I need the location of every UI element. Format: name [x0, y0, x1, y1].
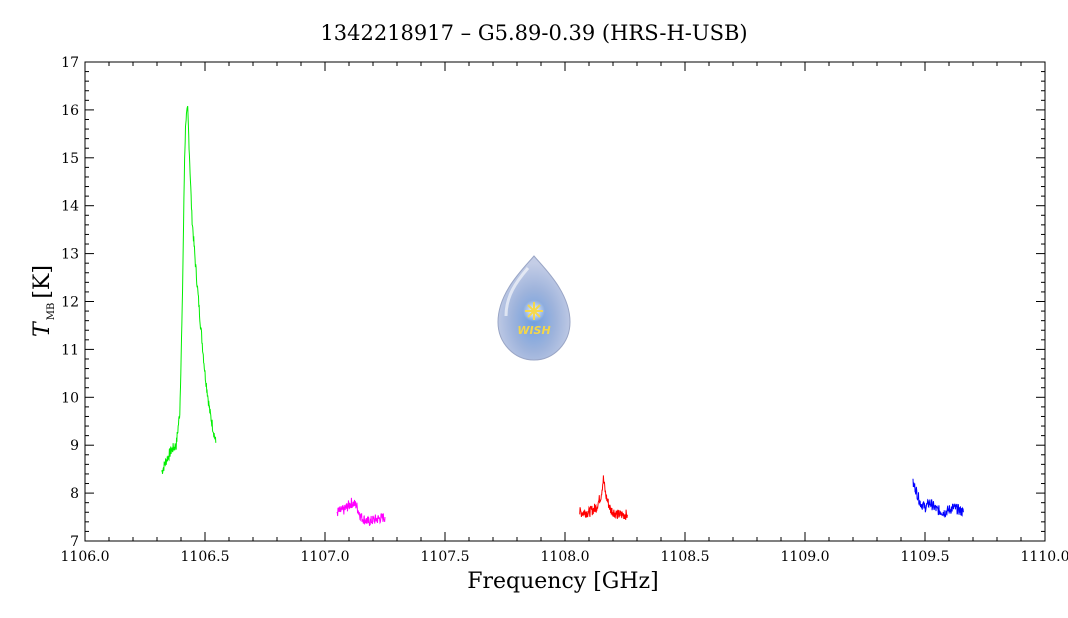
- svg-text:TMB[K]: TMB [K]: [30, 265, 57, 337]
- y-tick-label: 17: [61, 55, 79, 71]
- y-tick-label: 15: [61, 151, 79, 167]
- y-tick-label: 10: [61, 390, 79, 406]
- x-tick-label: 1106.0: [61, 549, 110, 565]
- y-axis-label: TMB [K]: [30, 265, 57, 337]
- y-tick-label: 14: [61, 199, 79, 215]
- series-line-1: [336, 497, 386, 526]
- chart-title: 1342218917 – G5.89-0.39 (HRS-H-USB): [320, 21, 747, 45]
- y-tick-label: 16: [61, 103, 79, 119]
- y-tick-label: 13: [61, 247, 79, 263]
- x-tick-label: 1107.5: [421, 549, 470, 565]
- x-tick-label: 1109.0: [781, 549, 830, 565]
- axis-ticks: [84, 61, 1046, 542]
- y-tick-labels: 7 8 9 10 11 12 13 14 15 16 17: [61, 55, 79, 550]
- series-line-3: [912, 478, 964, 519]
- y-axis-symbol: T: [30, 320, 55, 337]
- y-axis-subscript: MB: [46, 303, 57, 321]
- series-line-2: [579, 475, 628, 520]
- x-tick-label: 1108.0: [541, 549, 590, 565]
- series-line-0: [161, 105, 217, 474]
- x-axis-label: Frequency [GHz]: [467, 569, 659, 594]
- star-icon: [525, 302, 543, 320]
- wish-logo-text: WISH: [517, 324, 550, 337]
- y-axis-unit: [K]: [30, 265, 55, 299]
- x-tick-label: 1108.5: [661, 549, 710, 565]
- y-tick-label: 8: [70, 486, 79, 502]
- series-layer: [161, 105, 964, 526]
- y-tick-label: 9: [70, 438, 79, 454]
- x-tick-label: 1107.0: [301, 549, 350, 565]
- y-tick-label: 12: [61, 295, 79, 311]
- y-tick-label: 11: [61, 342, 79, 358]
- wish-drop-highlight: [504, 267, 530, 317]
- x-tick-labels: 1106.0 1106.5 1107.0 1107.5 1108.0 1108.5 1109…: [61, 549, 1068, 565]
- x-tick-label: 1109.5: [901, 549, 950, 565]
- y-tick-label: 7: [70, 534, 79, 550]
- x-tick-label: 1110.0: [1021, 549, 1068, 565]
- x-tick-label: 1106.5: [181, 549, 230, 565]
- wish-logo: WISH: [497, 255, 571, 361]
